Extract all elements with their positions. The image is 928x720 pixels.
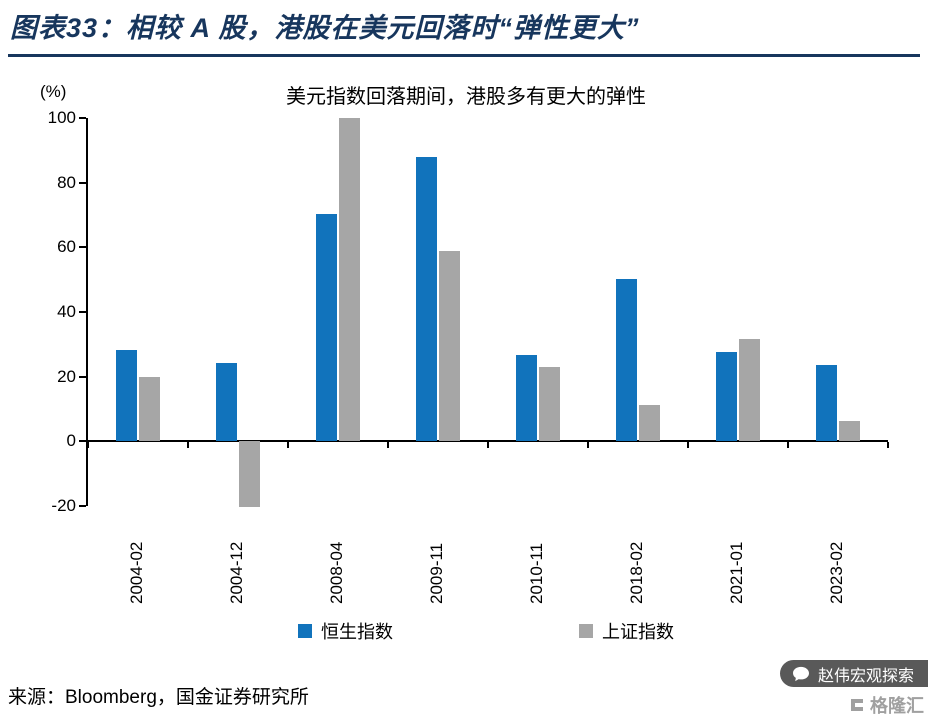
source-note: 来源：Bloomberg，国金证券研究所 bbox=[8, 687, 309, 708]
title-divider bbox=[8, 54, 920, 57]
bar-series-1-2004-02 bbox=[139, 377, 160, 442]
y-axis-labels: 100 80 60 40 20 0 -20 bbox=[14, 108, 76, 515]
bar-series-0-2018-02 bbox=[616, 279, 637, 442]
legend-swatch-hang-seng bbox=[298, 624, 312, 638]
y-tick-mark bbox=[79, 375, 86, 378]
page-title: 图表33：相较 A 股，港股在美元回落时“弹性更大” bbox=[10, 13, 640, 43]
y-tick-label: 0 bbox=[66, 431, 76, 451]
x-tick-mark bbox=[787, 442, 789, 449]
legend: 恒生指数 上证指数 bbox=[86, 618, 886, 644]
legend-label-hang-seng: 恒生指数 bbox=[321, 622, 393, 642]
bar-series-0-2021-01 bbox=[716, 352, 737, 442]
y-tick-mark bbox=[79, 117, 86, 119]
x-tick-mark bbox=[287, 442, 289, 449]
bar-series-0-2010-11 bbox=[516, 355, 537, 442]
y-tick-label: 60 bbox=[57, 237, 76, 257]
bar-series-0-2008-04 bbox=[316, 214, 337, 442]
gelonghui-watermark: 格隆汇 bbox=[849, 692, 924, 718]
plot-area bbox=[79, 117, 889, 507]
x-tick-mark bbox=[587, 442, 589, 449]
y-tick-mark bbox=[79, 311, 86, 313]
x-tick-mark bbox=[487, 442, 489, 449]
bar-series-1-2010-11 bbox=[539, 367, 560, 442]
bar-series-0-2023-02 bbox=[816, 365, 837, 442]
y-tick-mark bbox=[79, 505, 86, 507]
y-tick-mark bbox=[79, 440, 86, 443]
y-tick-label: 100 bbox=[47, 108, 76, 127]
bar-series-1-2021-01 bbox=[739, 339, 760, 442]
y-tick-label: 80 bbox=[57, 172, 76, 192]
x-tick-mark bbox=[187, 442, 189, 449]
y-tick-mark bbox=[79, 246, 86, 249]
wechat-watermark-badge: 赵伟宏观探索 bbox=[779, 660, 928, 687]
legend-item-hang-seng: 恒生指数 bbox=[298, 618, 393, 644]
bar-series-1-2009-11 bbox=[439, 251, 460, 442]
x-tick-mark bbox=[887, 442, 889, 449]
y-tick-label: -20 bbox=[51, 496, 76, 515]
bar-series-0-2004-02 bbox=[116, 349, 137, 442]
y-tick-label: 20 bbox=[57, 366, 76, 386]
bar-series-1-2008-04 bbox=[339, 118, 360, 442]
x-category-label: 2004-02 bbox=[127, 541, 146, 604]
gelonghui-watermark-text: 格隆汇 bbox=[870, 696, 924, 716]
legend-item-shanghai-composite: 上证指数 bbox=[579, 618, 674, 644]
y-axis-unit-label: (%) bbox=[40, 82, 67, 101]
wechat-watermark-text: 赵伟宏观探索 bbox=[817, 667, 914, 685]
chat-bubble-icon bbox=[792, 666, 810, 682]
x-tick-mark bbox=[87, 442, 89, 449]
y-tick-mark bbox=[79, 181, 86, 184]
x-category-label: 2004-12 bbox=[227, 541, 246, 604]
bar-series-1-2023-02 bbox=[839, 420, 860, 442]
x-tick-mark bbox=[387, 442, 389, 449]
x-category-label: 2008-04 bbox=[327, 541, 346, 604]
legend-swatch-shanghai-composite bbox=[579, 624, 593, 638]
bar-series-1-2018-02 bbox=[639, 405, 660, 442]
legend-label-shanghai-composite: 上证指数 bbox=[602, 622, 674, 642]
x-category-label: 2021-01 bbox=[727, 541, 746, 604]
bar-series-0-2009-11 bbox=[416, 157, 437, 442]
y-tick-label: 40 bbox=[57, 302, 76, 321]
x-category-label: 2018-02 bbox=[627, 541, 646, 604]
x-category-label: 2023-02 bbox=[827, 541, 846, 604]
gelonghui-logo-icon bbox=[849, 697, 865, 713]
x-category-label: 2010-11 bbox=[527, 542, 546, 604]
x-axis-line bbox=[88, 440, 888, 443]
bar-series-1-2004-12 bbox=[239, 441, 260, 507]
x-category-label: 2009-11 bbox=[427, 542, 446, 604]
x-tick-mark bbox=[687, 442, 689, 449]
chart-title: 美元指数回落期间，港股多有更大的弹性 bbox=[286, 86, 646, 108]
bar-series-0-2004-12 bbox=[216, 363, 237, 442]
